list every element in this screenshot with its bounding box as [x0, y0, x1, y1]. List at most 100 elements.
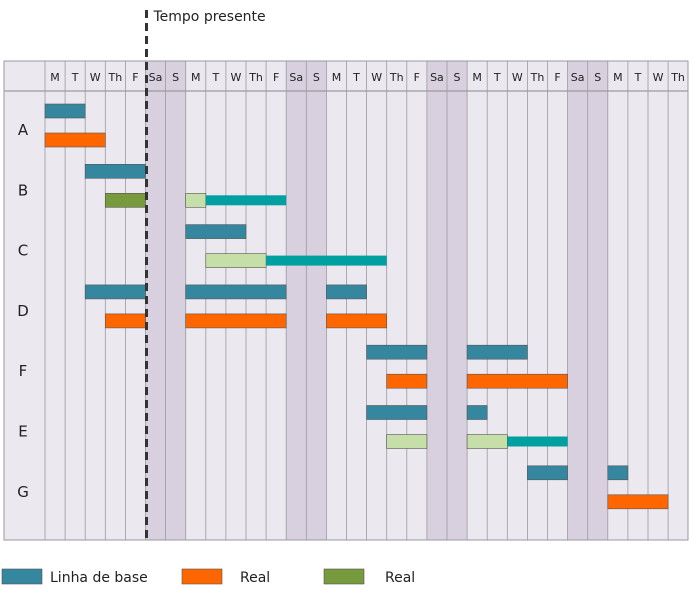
day-label: T	[211, 71, 219, 84]
day-label: S	[454, 71, 461, 84]
remaining-bar	[507, 436, 568, 447]
chart-border	[3, 60, 689, 541]
weekday-column	[507, 61, 528, 540]
day-label: M	[613, 71, 623, 84]
weekday-column	[246, 61, 267, 540]
baseline-bar	[466, 344, 528, 360]
day-label: Th	[248, 71, 263, 84]
present-time-label: Tempo presente	[153, 9, 266, 25]
day-label: Th	[389, 71, 404, 84]
weekday-column	[65, 61, 86, 540]
planned_light-bar	[466, 434, 508, 449]
row-label-a: A	[18, 121, 29, 139]
day-label: W	[371, 71, 382, 84]
legend-label: Real	[385, 570, 415, 586]
weekend-column	[286, 61, 307, 540]
baseline-bar	[84, 284, 146, 300]
row-label-d: D	[17, 302, 29, 320]
weekday-column	[185, 61, 206, 540]
weekday-column	[668, 61, 688, 540]
day-label: Sa	[430, 71, 444, 84]
baseline-bar	[527, 465, 568, 481]
baseline-bar	[84, 164, 146, 179]
day-label: S	[594, 71, 601, 84]
day-label: F	[273, 71, 279, 84]
day-label: W	[653, 71, 664, 84]
row-label-b: B	[18, 181, 28, 199]
weekday-column	[607, 61, 628, 540]
day-label: M	[50, 71, 60, 84]
label-column	[4, 61, 45, 540]
day-label: M	[191, 71, 201, 84]
legend: Linha de base Real Real	[1, 568, 415, 586]
baseline-bar	[366, 344, 428, 360]
weekday-column	[648, 61, 669, 540]
day-label: T	[634, 71, 642, 84]
baseline-bar	[185, 284, 287, 300]
baseline-bar	[366, 405, 428, 420]
day-label: W	[90, 71, 101, 84]
weekend-column	[165, 61, 186, 540]
day-label: Th	[107, 71, 122, 84]
day-label: F	[132, 71, 138, 84]
day-label: M	[472, 71, 482, 84]
remaining-bar	[205, 195, 287, 206]
day-label: Th	[530, 71, 545, 84]
day-label: Sa	[289, 71, 303, 84]
actual-bar	[105, 313, 146, 329]
weekday-column	[527, 61, 548, 540]
weekend-column	[587, 61, 608, 540]
row-label-e: E	[18, 423, 27, 441]
planned_light-bar	[185, 193, 207, 208]
day-label: Th	[670, 71, 685, 84]
legend-label: Real	[240, 570, 270, 586]
day-columns	[4, 61, 688, 540]
day-label: Sa	[149, 71, 163, 84]
weekend-column	[145, 61, 166, 540]
weekday-column	[346, 61, 367, 540]
day-label: T	[352, 71, 360, 84]
baseline-bar	[185, 224, 247, 239]
day-labels: M T W Th F Sa S M T W Th F Sa S M T W Th F Sa S M T W Th F Sa S M T W T…	[50, 71, 685, 84]
day-label: S	[172, 71, 179, 84]
actual-bar	[607, 494, 669, 510]
grid-lines	[3, 60, 689, 541]
weekday-column	[85, 61, 106, 540]
day-label: W	[512, 71, 523, 84]
row-label-f: F	[19, 362, 28, 380]
actual-bar	[44, 132, 106, 148]
weekend-column	[306, 61, 327, 540]
actual-bar	[466, 373, 568, 389]
baseline-bar	[607, 465, 629, 481]
weekday-column	[547, 61, 568, 540]
legend-label: Linha de base	[50, 570, 148, 586]
baseline-bar	[466, 405, 488, 420]
weekday-column	[125, 61, 146, 540]
actual-bar	[386, 373, 428, 389]
legend-swatch	[323, 568, 365, 585]
day-label: F	[414, 71, 420, 84]
weekday-column	[467, 61, 488, 540]
day-label: T	[493, 71, 501, 84]
actual-bar	[326, 313, 387, 329]
row-labels: A B C D F E G	[17, 121, 29, 501]
day-label: F	[554, 71, 560, 84]
weekend-column	[447, 61, 468, 540]
weekend-column	[426, 61, 447, 540]
day-label: T	[71, 71, 79, 84]
weekday-column	[105, 61, 126, 540]
weekday-column	[386, 61, 407, 540]
task-bars	[44, 103, 669, 510]
weekday-column	[205, 61, 226, 540]
weekend-column	[567, 61, 588, 540]
weekday-column	[266, 61, 287, 540]
actual_done-bar	[105, 193, 146, 208]
remaining-bar	[266, 255, 387, 266]
day-label: S	[313, 71, 320, 84]
day-label: M	[332, 71, 342, 84]
present-time-marker: Tempo presente	[145, 9, 266, 540]
weekday-column	[45, 61, 66, 540]
weekday-column	[487, 61, 508, 540]
weekday-column	[366, 61, 387, 540]
day-label: W	[231, 71, 242, 84]
